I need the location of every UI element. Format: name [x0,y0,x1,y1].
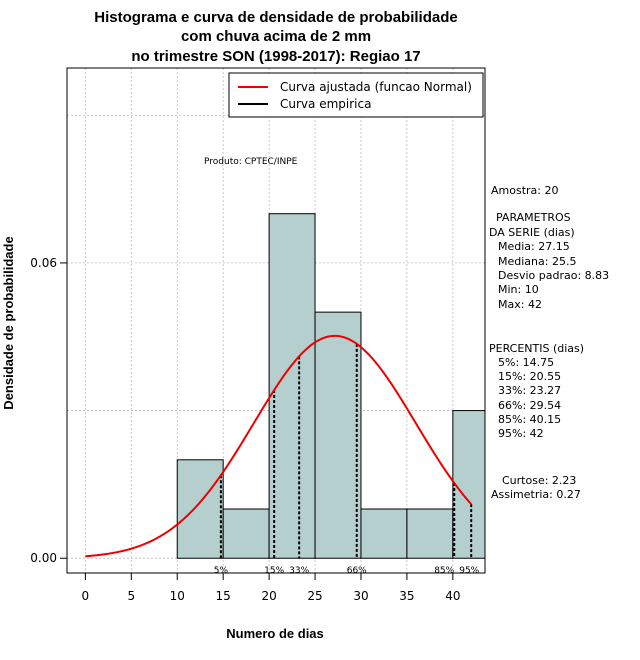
histogram-bar [452,410,486,559]
x-tick-label: 10 [170,589,185,603]
x-axis: 0 5 10 15 20 25 30 35 40 [82,572,460,603]
percentile-marker-label: 66% [347,566,367,576]
sample-size: Amostra: 20 [491,184,558,197]
percentile-marker-label: 15% [264,566,284,576]
y-axis: 0.00 0.06 [30,256,67,565]
y-axis-label: Densidade de probabilidade [1,236,16,409]
percentil-15: 15%: 20.55 [498,370,561,383]
y-tick-label: 0.00 [30,551,57,565]
legend-label-fit: Curva ajustada (funcao Normal) [280,80,472,94]
histogram-bar [222,508,270,559]
x-tick-label: 25 [307,589,322,603]
bars-layer [176,213,486,559]
kurtosis: Curtose: 2.23 [502,474,576,487]
histogram-bar [176,459,224,559]
legend: Curva ajustada (funcao Normal) Curva emp… [228,72,484,118]
percentile-marker-label: 5% [214,566,229,576]
param-max: Max: 42 [498,298,542,311]
percentil-85: 85%: 40.15 [498,413,561,426]
percentil-66: 66%: 29.54 [498,399,561,412]
stats-panel: Amostra: 20 PARAMETROS DA SERIE (dias) M… [489,184,609,501]
percentis-title: PERCENTIS (dias) [489,342,584,355]
x-axis-label: Numero de dias [226,626,324,641]
param-desvio: Desvio padrao: 8.83 [498,269,609,282]
param-media: Media: 27.15 [498,240,570,253]
x-tick-label: 30 [353,589,368,603]
x-tick-label: 5 [127,589,135,603]
y-tick-label: 0.06 [30,256,57,270]
percentile-marker-label: 95% [459,566,479,576]
chart-title-line-3: no trimestre SON (1998-2017): Regiao 17 [131,48,420,65]
chart-title-line-2: com chuva acima de 2 mm [181,28,371,45]
x-tick-label: 35 [399,589,414,603]
chart-title-line-1: Histograma e curva de densidade de proba… [94,9,457,26]
fit-curve-line [85,334,472,558]
percentil-95: 95%: 42 [498,427,544,440]
percentile-marker-label: 33% [289,566,309,576]
x-tick-label: 15 [216,589,231,603]
histogram-bar [406,508,454,559]
x-tick-label: 0 [82,589,90,603]
params-title-2: DA SERIE (dias) [489,226,575,239]
param-mediana: Mediana: 25.5 [498,255,576,268]
legend-label-empirical: Curva empirica [280,97,371,111]
x-tick-label: 20 [261,589,276,603]
percentile-markers-layer: 5% 15% 33% 66% 85% 95% [214,343,480,576]
product-annotation: Produto: CPTEC/INPE [204,157,298,167]
percentil-33: 33%: 23.27 [498,384,561,397]
param-min: Min: 10 [498,283,539,296]
x-tick-label: 40 [445,589,460,603]
legend-box [228,72,484,118]
histogram-bar [360,508,408,559]
params-title-1: PARAMETROS [496,211,571,224]
percentile-marker-label: 85% [434,566,454,576]
percentil-5: 5%: 14.75 [498,356,554,369]
skewness: Assimetria: 0.27 [491,488,581,501]
histogram-bar [314,311,362,559]
